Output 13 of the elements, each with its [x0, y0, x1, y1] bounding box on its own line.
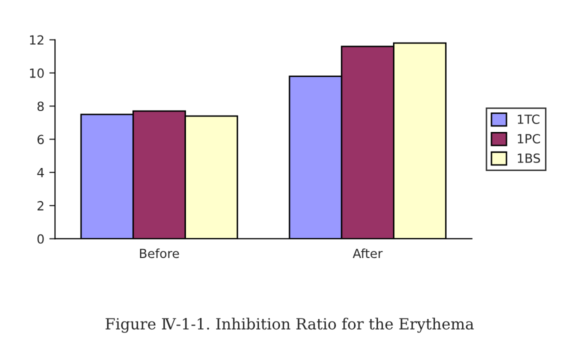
y-tick-label: 6 — [38, 134, 44, 144]
legend-label: 1TC — [518, 114, 540, 124]
y-tick-label: 2 — [38, 201, 44, 210]
y-tick-label: 10 — [30, 68, 44, 78]
text: Figure Ⅳ-1-1. Inhibition Ratio for the Erythema — [106, 318, 474, 333]
x-tick-label: After — [352, 248, 383, 258]
y-tick-label: 12 — [30, 35, 44, 45]
legend-label: 1PC — [518, 134, 540, 144]
y-tick-label: 8 — [37, 102, 44, 112]
x-tick-label: Before — [140, 248, 179, 258]
y-tick-label: 4 — [37, 168, 44, 178]
y-tick-label: 0 — [37, 234, 44, 244]
legend-label: 1BS — [518, 153, 540, 163]
